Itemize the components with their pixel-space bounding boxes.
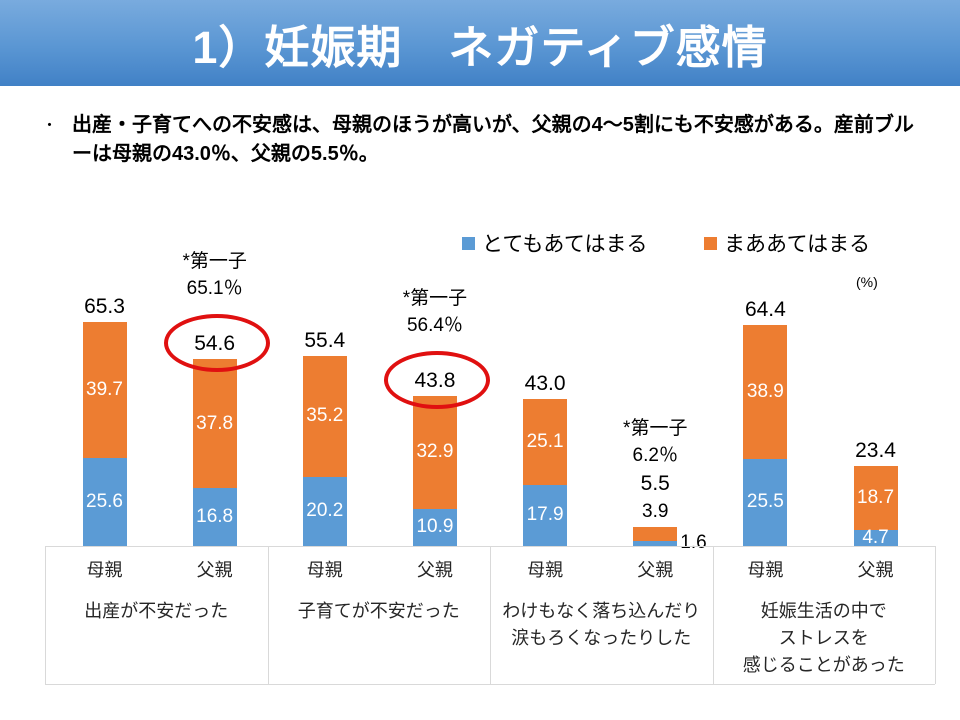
total-value-label: 23.4 [855, 438, 896, 462]
segment-value-maa: 18.7 [857, 486, 895, 508]
axis-category-label: 出産が不安だった [46, 598, 266, 625]
page-title: 1）妊娠期 ネガティブ感情 [192, 21, 768, 73]
legend-item-totemo: とてもあてはまる [462, 228, 647, 258]
axis-category-label-line: 子育てが不安だった [297, 601, 460, 621]
segment-value-maa: 37.8 [196, 412, 234, 434]
axis-parent-label: 父親 [416, 560, 453, 580]
segment-value-maa: 3.9 [642, 501, 669, 523]
unit-label: (%) [856, 274, 878, 290]
axis-category-label: 妊娠生活の中で ストレスを感じることがあった [714, 598, 934, 679]
bullet-marker: ・ [42, 117, 58, 134]
bar-segment-maa [192, 358, 237, 489]
summary-text: 出産・子育てへの不安感は、母親のほうが高いが、父親の4～5割にも不安感がある。産… [72, 114, 914, 165]
bar-segment-maa [302, 355, 347, 477]
axis-divider [712, 546, 714, 684]
axis-divider [490, 546, 491, 684]
highlight-ellipse [383, 350, 490, 409]
bar-segment-totemo [853, 529, 898, 546]
total-value-label: 55.4 [304, 328, 346, 352]
bar-segment-totemo [82, 458, 127, 546]
legend-swatch-orange [704, 236, 717, 250]
segment-value-totemo: 1.6 [680, 532, 707, 554]
bar-segment-totemo [743, 458, 788, 546]
axis-divider [45, 546, 46, 684]
segment-value-maa: 35.2 [306, 405, 344, 427]
title-banner: 1）妊娠期 ネガティブ感情 [0, 0, 960, 86]
axis-category-label: 子育てが不安だった [269, 598, 489, 625]
segment-value-maa: 32.9 [416, 441, 454, 463]
first-child-note-line: *第一子 [182, 250, 247, 272]
total-value-label: 5.5 [640, 472, 670, 496]
axis-parent-label: 父親 [857, 560, 894, 580]
bar-segment-totemo [302, 476, 347, 546]
bar-segment-maa [82, 322, 127, 459]
axis-category-label-line: 感じることがあった [742, 655, 905, 675]
legend-label-totemo: とてもあてはまる [482, 233, 648, 256]
first-child-note-line: 6.2％ [632, 445, 678, 467]
highlight-ellipse [163, 313, 270, 372]
axis-parent-label: 母親 [747, 560, 784, 580]
summary-bullet: ・ 出産・子育てへの不安感は、母親のほうが高いが、父親の4～5割にも不安感がある… [42, 111, 924, 169]
first-child-note: *第一子 65.1％ [125, 248, 305, 302]
bar-segment-totemo [523, 484, 568, 546]
segment-value-maa: 39.7 [86, 379, 123, 401]
axis-category-label-line: わけもなく落ち込んだり [502, 601, 701, 621]
axis-category-label-line: 妊娠生活の中で [760, 601, 887, 621]
axis-divider [267, 546, 269, 684]
legend-label-maa: まああてはまる [724, 233, 871, 256]
total-value-label: 65.3 [84, 295, 125, 319]
axis-parent-label: 母親 [86, 560, 123, 580]
bar-segment-maa [853, 465, 898, 530]
segment-value-totemo: 10.9 [416, 516, 454, 538]
bar-segment-totemo [633, 540, 678, 546]
axis-parent-label: 父親 [637, 560, 674, 580]
first-child-note-line: 65.1％ [186, 277, 243, 299]
axis-category-label: わけもなく落ち込んだり 涙もろくなったりした [491, 598, 711, 652]
legend-item-maa: まああてはまる [704, 228, 870, 258]
segment-value-totemo: 4.7 [862, 526, 889, 548]
bar-segment-totemo [192, 488, 237, 546]
segment-value-maa: 38.9 [746, 380, 784, 402]
bar-segment-totemo [412, 508, 457, 546]
axis-category-label-line: ストレスを [778, 628, 869, 648]
segment-value-totemo: 16.8 [196, 506, 234, 528]
axis-parent-label: 母親 [527, 560, 564, 580]
axis-category-label-line: 涙もろくなったりした [511, 628, 692, 648]
axis-parent-label: 母親 [306, 560, 343, 580]
segment-value-totemo: 20.2 [306, 500, 344, 522]
bar-segment-maa [743, 325, 788, 459]
bar-segment-maa [523, 398, 568, 485]
bar-segment-maa [633, 527, 678, 541]
axis-parent-label: 父親 [196, 560, 233, 580]
total-value-label: 64.4 [744, 298, 786, 322]
segment-value-totemo: 25.5 [746, 491, 784, 513]
segment-value-maa: 25.1 [526, 430, 564, 452]
axis-category-label-line: 出産が不安だった [84, 601, 229, 621]
axis-bottom-border [45, 684, 935, 685]
total-value-label: 43.0 [524, 371, 566, 395]
first-child-note: *第一子 6.2％ [565, 415, 745, 469]
first-child-note: *第一子 56.4％ [345, 285, 525, 339]
first-child-note-line: 56.4％ [406, 314, 463, 336]
segment-value-totemo: 25.6 [86, 491, 123, 513]
bar-segment-maa [412, 395, 457, 509]
first-child-note-line: *第一子 [402, 287, 468, 309]
segment-value-totemo: 17.9 [526, 504, 564, 526]
legend-swatch-blue [462, 236, 475, 250]
axis-divider [935, 546, 936, 684]
first-child-note-line: *第一子 [623, 418, 688, 440]
